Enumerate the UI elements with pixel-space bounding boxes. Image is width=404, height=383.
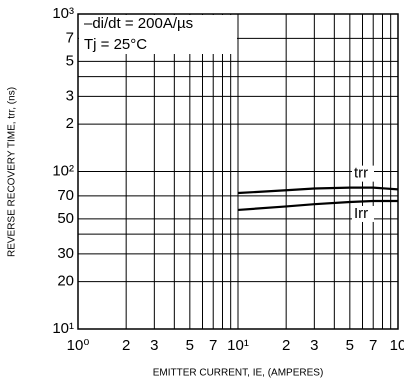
y-axis-label: REVERSE RECOVERY TIME, trr, (ns) <box>7 87 18 257</box>
x-tick-label: 2 <box>282 337 290 354</box>
x-tick-label: 3 <box>150 337 158 354</box>
y-tick-label: 50 <box>57 210 74 227</box>
x-tick-label: 7 <box>209 337 217 354</box>
x-tick-label: 5 <box>186 337 194 354</box>
annotation: –di/dt = 200A/µs <box>84 15 193 32</box>
series-label: trr <box>354 165 368 182</box>
x-tick-label: 3 <box>310 337 318 354</box>
y-tick-label: 7 <box>66 29 74 46</box>
y-tick-label: 2 <box>66 115 74 132</box>
x-tick-label: 7 <box>369 337 377 354</box>
series-label-bg <box>352 165 374 182</box>
y-tick-label: 3 <box>66 87 74 104</box>
annotation-box <box>79 15 237 54</box>
y-tick-label: 10¹ <box>52 320 74 337</box>
x-tick-label: 2 <box>122 337 130 354</box>
series-label-bg <box>352 205 374 222</box>
x-tick-label: 5 <box>346 337 354 354</box>
y-tick-label: 70 <box>57 187 74 204</box>
y-tick-label: 10² <box>52 162 74 179</box>
y-tick-label: 20 <box>57 273 74 290</box>
x-axis-label: EMITTER CURRENT, IE, (AMPERES) <box>153 368 324 379</box>
series-line <box>237 199 398 212</box>
y-tick-label: 30 <box>57 245 74 262</box>
y-tick-label: 5 <box>66 52 74 69</box>
y-tick-label: 10³ <box>52 5 74 22</box>
series-line <box>237 186 399 195</box>
series-label: Irr <box>354 205 368 222</box>
x-tick-label: 10 <box>390 337 404 354</box>
annotation: Tj = 25°C <box>84 36 147 53</box>
x-tick-label: 10¹ <box>227 337 249 354</box>
x-tick-label: 10⁰ <box>67 337 90 354</box>
